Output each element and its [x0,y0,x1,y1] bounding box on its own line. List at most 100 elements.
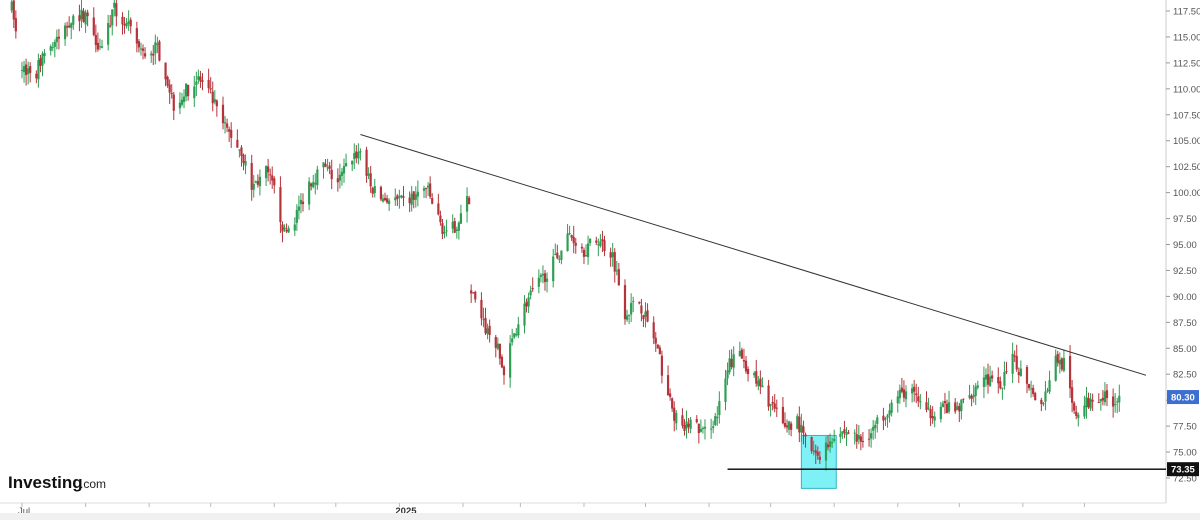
candle-up [295,210,298,223]
candle-down [172,94,175,111]
y-tick-label: 112.50 [1173,58,1200,69]
x-axis: Jul 2025 [18,503,1085,517]
candle-down [929,409,932,419]
candle-down [371,188,374,194]
candle-down [861,440,865,442]
candle-down [431,198,434,204]
candle-down [158,41,161,61]
candle-down [917,396,920,402]
candle-up [338,174,342,181]
candle-down [646,310,649,322]
candle-down [424,187,428,189]
candle-up [753,372,756,376]
candle-up [589,238,592,244]
candle-down [681,415,684,426]
candle-up [732,354,735,368]
y-tick-label: 95.00 [1173,240,1197,251]
candle-down [365,149,368,176]
candle-up [558,258,561,260]
candle-up [984,374,988,380]
candle-down [330,169,333,180]
bottom-scrollbar-track[interactable] [0,513,1200,520]
candle-up [1048,380,1051,392]
candle-up [416,191,419,197]
candle-up [1058,359,1061,365]
candle-up [1019,368,1022,377]
candle-down [207,79,210,89]
candle-up [373,186,376,194]
y-tick-label: 105.00 [1173,136,1200,147]
candle-up [55,36,58,43]
candle-up [195,81,198,86]
candle-up [972,394,975,398]
candle-down [408,197,411,204]
candle-up [718,401,721,416]
candle-up [98,46,102,48]
candle-up [738,350,741,357]
candle-down [474,291,477,300]
candle-up [886,415,889,418]
candle-up [49,46,52,51]
candle-down [137,41,141,48]
candle-up [451,221,454,229]
candle-up [41,53,44,66]
candle-down [285,229,288,232]
candle-down [211,91,214,104]
y-tick-label: 115.00 [1173,32,1200,43]
candle-up [72,15,75,25]
candle-down [1097,401,1100,403]
candle-down [525,301,528,307]
candle-down [1032,387,1035,394]
candle-down [256,180,259,185]
candle-down [209,88,212,90]
candle-up [244,161,247,166]
resistance-trendline[interactable] [360,134,1147,376]
candle-down [900,387,903,392]
candle-up [800,424,803,433]
candle-up [566,233,569,251]
candle-up [113,2,116,8]
candle-up [486,328,489,335]
candle-down [453,221,456,233]
candle-down [96,42,99,50]
candle-up [828,441,832,447]
candle-up [297,206,300,211]
y-tick-label: 90.00 [1173,292,1197,303]
candle-up [675,412,678,424]
candle-down [656,344,659,349]
candle-up [70,23,73,28]
candle-down [86,12,89,17]
candle-up [154,42,157,54]
candle-down [867,438,871,440]
candle-down [412,191,415,200]
candle-up [933,416,936,421]
candle-up [1003,371,1006,386]
candle-up [482,319,485,321]
candle-up [1001,387,1004,389]
candle-down [798,416,801,433]
candle-down [603,240,606,252]
candle-down [12,0,15,20]
candle-up [537,277,540,287]
candle-up [22,66,26,73]
candle-up [872,426,875,431]
candle-up [839,433,842,437]
candle-down [882,415,885,421]
candle-up [884,418,887,420]
candle-up [398,196,401,198]
candle-down [1071,387,1074,403]
candle-down [250,163,253,190]
candle-up [568,233,571,235]
candle-up [824,442,828,461]
candle-down [970,396,973,400]
candle-down [324,163,327,167]
candle-down [654,337,657,344]
candle-down [236,139,239,148]
candle-up [941,403,944,408]
candle-up [728,358,731,373]
candle-up [1103,391,1107,403]
candle-up [545,278,549,282]
candle-down [1027,384,1031,389]
candle-up [184,83,188,97]
